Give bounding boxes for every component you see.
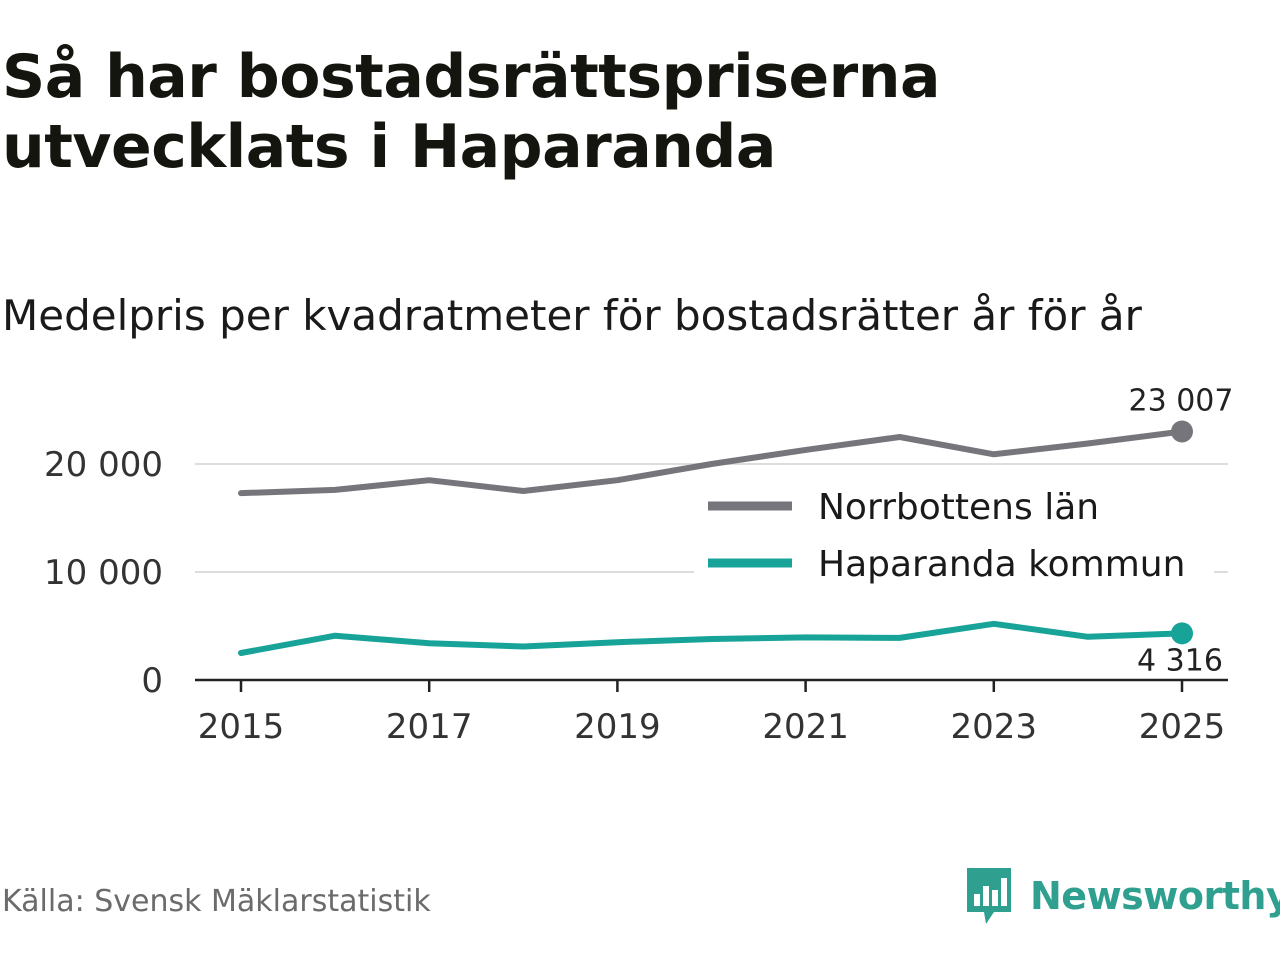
legend: Norrbottens län Haparanda kommun [694,478,1214,596]
chart-title: Så har bostadsrättspriserna utvecklats i… [2,42,940,182]
legend-background [694,478,1214,596]
legend-label-norrbotten: Norrbottens län [818,487,1099,528]
end-marker-haparanda [1171,622,1193,645]
series-line-norrbotten [238,428,1185,497]
newsworthy-logo-icon [967,868,1011,924]
end-value-label-haparanda: 4 316 [1137,643,1223,678]
value-labels: 23 007 4 316 [1129,384,1234,679]
end-value-label-norrbotten: 23 007 [1129,384,1234,419]
axes: 0 10 000 20 000 2015 2017 2019 2021 2023 2025 [44,445,1228,747]
brand-name: Newsworthy [1030,874,1280,918]
x-tick-label-2: 2019 [574,707,661,747]
y-tick-label-1: 10 000 [44,553,163,593]
x-tick-label-0: 2015 [198,707,285,747]
x-tick-label-5: 2025 [1139,707,1226,747]
chart-subtitle: Medelpris per kvadratmeter för bostadsrä… [2,291,1142,340]
legend-label-haparanda: Haparanda kommun [818,544,1185,585]
x-tick-label-1: 2017 [386,707,473,747]
series-line-haparanda [238,620,1185,656]
series [238,420,1193,656]
y-tick-label-2: 20 000 [44,445,163,485]
source-note: Källa: Svensk Mäklarstatistik [2,884,431,919]
x-tick-label-3: 2021 [762,707,849,747]
brand-logo: Newsworthy [964,866,1280,926]
line-chart: 0 10 000 20 000 2015 2017 2019 2021 2023 2025 23… [44,384,1234,747]
x-tick-label-4: 2023 [951,707,1038,747]
y-tick-label-0: 0 [141,661,163,701]
end-marker-norrbotten [1171,420,1193,443]
